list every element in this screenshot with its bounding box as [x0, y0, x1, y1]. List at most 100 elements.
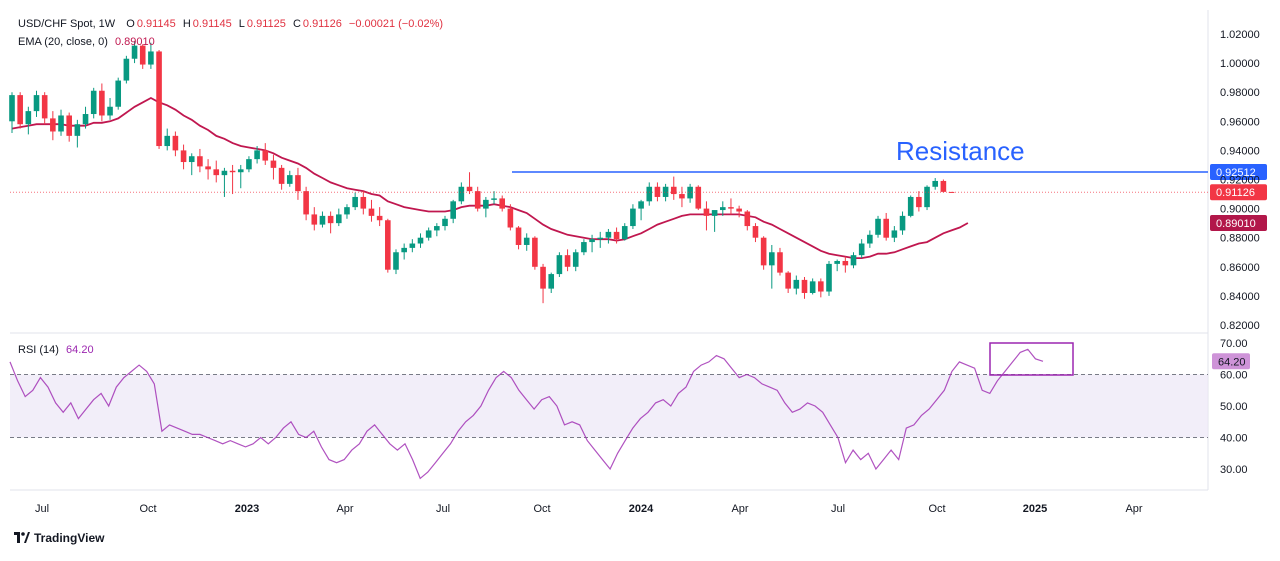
candle-body	[899, 215, 906, 231]
candle-body	[654, 186, 661, 197]
candle	[719, 201, 726, 216]
candle	[237, 164, 244, 189]
candle	[777, 247, 783, 276]
candle-body	[507, 208, 514, 228]
candle	[556, 252, 563, 277]
candle	[760, 236, 767, 270]
low-label: L	[238, 18, 245, 30]
candle	[581, 239, 587, 256]
time-tick-label: Jul	[831, 503, 845, 515]
candle	[172, 131, 179, 157]
candle-body	[858, 243, 865, 256]
candle-body	[368, 208, 375, 216]
candle	[327, 211, 334, 234]
candle-body	[572, 252, 579, 267]
candle-body	[499, 198, 505, 209]
time-tick-label: 2024	[629, 503, 654, 515]
candle-body	[613, 231, 620, 240]
candle	[907, 195, 914, 218]
candle-body	[515, 227, 522, 245]
candle	[180, 144, 187, 170]
candle-body	[777, 252, 783, 273]
candle	[850, 252, 857, 269]
candle-body	[319, 215, 326, 225]
time-tick-label: Apr	[1125, 503, 1142, 515]
candle-body	[237, 169, 244, 173]
candle-body	[17, 95, 23, 125]
rsi-tick-label: 40.00	[1220, 433, 1248, 445]
candle-body	[850, 255, 857, 266]
candle	[409, 239, 416, 253]
candle-body	[891, 230, 898, 238]
candle-body	[41, 95, 48, 119]
rsi-highlight-box	[989, 342, 1074, 376]
candle-body	[393, 252, 399, 270]
candle-body	[793, 279, 800, 289]
candle-body	[417, 237, 424, 244]
candle	[164, 128, 171, 151]
candle	[801, 276, 808, 299]
candle-body	[425, 230, 432, 238]
tradingview-logo[interactable]: TradingView	[14, 531, 104, 545]
candle-body	[246, 159, 252, 170]
ema-value: 0.89010	[114, 36, 155, 48]
candle-body	[229, 170, 236, 173]
time-tick-label: Oct	[139, 503, 156, 515]
time-tick-label: 2023	[235, 503, 259, 515]
candle	[540, 263, 546, 304]
candle-body	[295, 175, 301, 192]
candle	[352, 192, 358, 211]
candle-body	[744, 211, 751, 227]
candle-body	[687, 186, 693, 199]
price-tick-label: 0.82000	[1220, 320, 1260, 332]
candle-body	[221, 170, 228, 176]
candle	[940, 179, 947, 193]
candle-body	[875, 218, 881, 235]
candle	[679, 186, 685, 208]
candle-body	[262, 150, 269, 161]
candle-body	[662, 186, 669, 197]
candle	[638, 199, 644, 221]
candle	[916, 191, 922, 212]
candle	[597, 231, 604, 248]
candle	[654, 182, 661, 202]
candle	[515, 226, 522, 250]
candle	[360, 191, 367, 215]
candle	[875, 215, 881, 238]
candle-body	[107, 106, 113, 116]
candle-body	[834, 260, 840, 264]
candle	[785, 271, 791, 293]
time-tick-label: Jul	[35, 503, 49, 515]
candle-body	[360, 196, 367, 209]
candle	[728, 198, 734, 215]
candle	[246, 156, 252, 173]
rsi-tick-label: 60.00	[1220, 370, 1248, 382]
time-tick-label: Oct	[533, 503, 550, 515]
high-value: 0.91145	[192, 18, 232, 30]
candle	[589, 234, 595, 253]
price-tick-label: 0.88000	[1220, 233, 1260, 245]
candle	[58, 109, 64, 136]
candle-body	[670, 186, 677, 195]
candle-body	[556, 255, 563, 275]
price-tick-label: 1.02000	[1220, 29, 1260, 41]
time-tick-label: Apr	[731, 503, 748, 515]
time-tick-label: Jul	[436, 503, 450, 515]
candle	[466, 172, 473, 195]
candle-body	[924, 186, 930, 208]
candle-body	[180, 150, 187, 163]
candle	[842, 256, 849, 273]
rsi-tick-label: 30.00	[1220, 464, 1248, 476]
candle-body	[703, 208, 710, 216]
candle	[82, 106, 89, 129]
candle	[769, 244, 775, 289]
price-tick-label: 0.98000	[1220, 87, 1260, 99]
candle-body	[90, 90, 97, 115]
candle	[319, 211, 326, 228]
candle	[131, 41, 138, 64]
candle-body	[867, 234, 873, 244]
candle-body	[123, 58, 130, 81]
candle	[376, 207, 383, 227]
candle-body	[605, 231, 612, 238]
